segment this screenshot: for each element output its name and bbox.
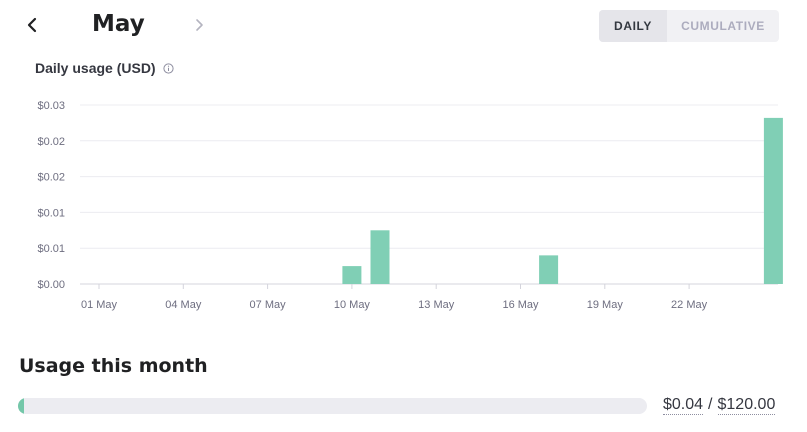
y-tick-label: $0.02 (37, 136, 65, 148)
chevron-left-icon (27, 17, 37, 33)
y-tick-label: $0.01 (37, 207, 65, 219)
x-tick-label: 01 May (81, 299, 118, 311)
x-tick-label: 19 May (587, 299, 624, 311)
x-tick-label: 04 May (165, 299, 202, 311)
y-tick-label: $0.00 (37, 279, 65, 291)
info-icon[interactable] (162, 62, 174, 74)
month-navigation: May (18, 8, 218, 42)
usage-separator: / (708, 396, 713, 413)
usage-bar (539, 255, 559, 284)
usage-progress-fill (18, 398, 24, 414)
daily-tab[interactable]: DAILY (599, 10, 667, 42)
y-tick-label: $0.01 (37, 243, 65, 255)
usage-bar (342, 266, 362, 284)
usage-limit[interactable]: $120.00 (717, 396, 776, 415)
x-tick-label: 22 May (671, 299, 708, 311)
usage-bar (370, 230, 390, 284)
month-title: May (92, 11, 145, 37)
usage-title: Usage this month (19, 355, 208, 377)
x-tick-label: 07 May (250, 299, 287, 311)
usage-amount: $0.04/$120.00 (663, 396, 776, 415)
chevron-right-icon (196, 19, 203, 31)
cumulative-tab[interactable]: CUMULATIVE (681, 19, 765, 33)
x-tick-label: 13 May (418, 299, 455, 311)
x-tick-label: 10 May (334, 299, 371, 311)
chart-title: Daily usage (USD) (35, 60, 156, 76)
usage-bar (763, 117, 783, 284)
y-tick-label: $0.02 (37, 172, 65, 184)
view-toggle: DAILY CUMULATIVE (599, 10, 779, 42)
usage-progress-bar (18, 398, 647, 414)
daily-usage-chart: $0.00 $0.01 $0.01 $0.02 $0.02 $0.03 01 May 04 M… (37, 100, 783, 311)
x-tick-label: 16 May (502, 299, 539, 311)
y-tick-label: $0.03 (37, 100, 65, 112)
next-month-button[interactable] (186, 8, 214, 42)
usage-used[interactable]: $0.04 (663, 396, 704, 415)
chart-title-row: Daily usage (USD) (35, 60, 174, 76)
previous-month-button[interactable] (18, 8, 46, 42)
